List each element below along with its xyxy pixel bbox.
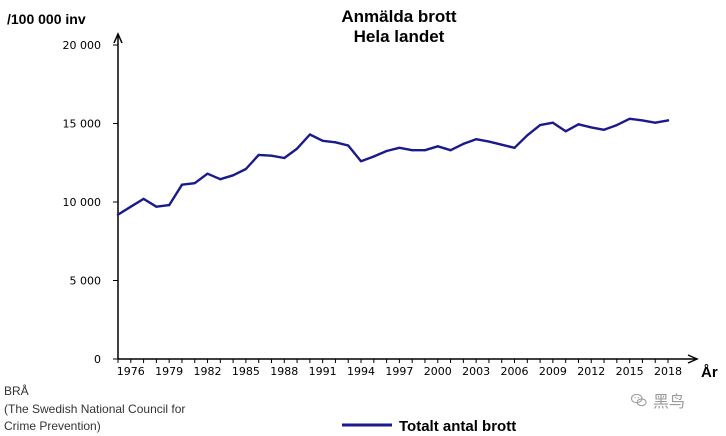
x-tick-label: 1976: [117, 365, 145, 378]
legend: Totalt antal brott: [342, 418, 516, 435]
x-tick-label: 2015: [616, 365, 644, 378]
data-point: [500, 143, 503, 146]
data-point: [372, 155, 375, 158]
x-tick-label: 1991: [309, 365, 337, 378]
data-point: [308, 133, 311, 136]
source-line-1: BRÅ: [4, 384, 29, 398]
y-tick-label: 15 000: [63, 118, 102, 131]
y-tick-label: 20 000: [63, 39, 102, 52]
data-point: [232, 174, 235, 177]
data-point: [628, 117, 631, 120]
data-point: [295, 147, 299, 150]
source-line-3: Crime Prevention): [4, 419, 101, 433]
x-tick-label: 2006: [501, 365, 529, 378]
x-tick-label: 1988: [270, 365, 298, 378]
data-point: [155, 205, 158, 208]
ticks: 0 5 000 10 000 15 000 20 000 1976 1979 1982 1985…: [63, 39, 683, 378]
data-point: [359, 160, 363, 163]
watermark-text: 黑鸟: [653, 392, 686, 411]
data-point: [666, 119, 670, 122]
data-point: [564, 130, 567, 133]
watermark: 黑鸟: [630, 388, 685, 412]
data-point: [334, 141, 337, 144]
data-point: [526, 134, 529, 137]
y-tick-label: 5 000: [70, 275, 102, 288]
data-point: [423, 149, 427, 152]
data-point: [654, 121, 657, 124]
data-point: [538, 123, 542, 127]
data-point: [385, 149, 388, 153]
x-tick-label: 1994: [347, 365, 375, 378]
data-point: [180, 183, 184, 186]
y-axis-arrow: [113, 32, 123, 44]
data-point: [219, 178, 222, 181]
y-axis-label: /100 000 inv: [7, 11, 86, 27]
data-point: [129, 205, 132, 208]
data-point: [206, 172, 209, 175]
x-tick-label: 1985: [232, 365, 260, 378]
chart-subtitle: Hela landet: [354, 27, 445, 46]
data-point: [641, 119, 644, 122]
data-point: [398, 146, 401, 149]
data-point: [283, 156, 286, 160]
series-line: [116, 117, 670, 216]
wechat-icon: [630, 393, 647, 407]
x-tick-label: 2018: [654, 365, 682, 378]
x-tick-label: 1982: [194, 365, 222, 378]
source-line-2: (The Swedish National Council for: [4, 402, 186, 416]
data-point: [602, 128, 606, 131]
x-tick-label: 1997: [385, 365, 413, 378]
data-point: [257, 153, 260, 156]
data-point: [449, 149, 452, 152]
x-axis-arrow: [687, 354, 699, 364]
data-point: [577, 123, 580, 126]
data-point: [321, 139, 324, 142]
data-point: [551, 121, 554, 124]
data-point: [347, 144, 350, 147]
x-tick-label: 1979: [155, 365, 183, 378]
data-point: [270, 154, 273, 157]
data-point: [462, 142, 465, 146]
data-point: [411, 149, 414, 152]
legend-label: Totalt antal brott: [399, 418, 516, 435]
x-tick-label: 2003: [462, 365, 490, 378]
data-point: [436, 145, 439, 148]
x-tick-label: 2000: [424, 365, 452, 378]
data-point: [244, 167, 248, 171]
series-layer: [116, 117, 670, 216]
data-point: [475, 138, 478, 141]
data-point: [487, 140, 491, 143]
data-point: [193, 182, 196, 185]
data-point: [142, 197, 145, 200]
y-tick-label: 10 000: [63, 196, 102, 209]
data-point: [513, 146, 516, 149]
data-point: [116, 213, 120, 216]
x-tick-label: 2012: [577, 365, 605, 378]
x-tick-label: 2009: [539, 365, 567, 378]
data-point: [590, 126, 593, 129]
x-axis-label: År: [701, 364, 718, 381]
data-point: [615, 123, 618, 127]
axes: [113, 32, 699, 364]
data-point: [168, 204, 171, 207]
chart-title: Anmälda brott: [341, 7, 457, 26]
y-tick-label: 0: [94, 353, 101, 366]
